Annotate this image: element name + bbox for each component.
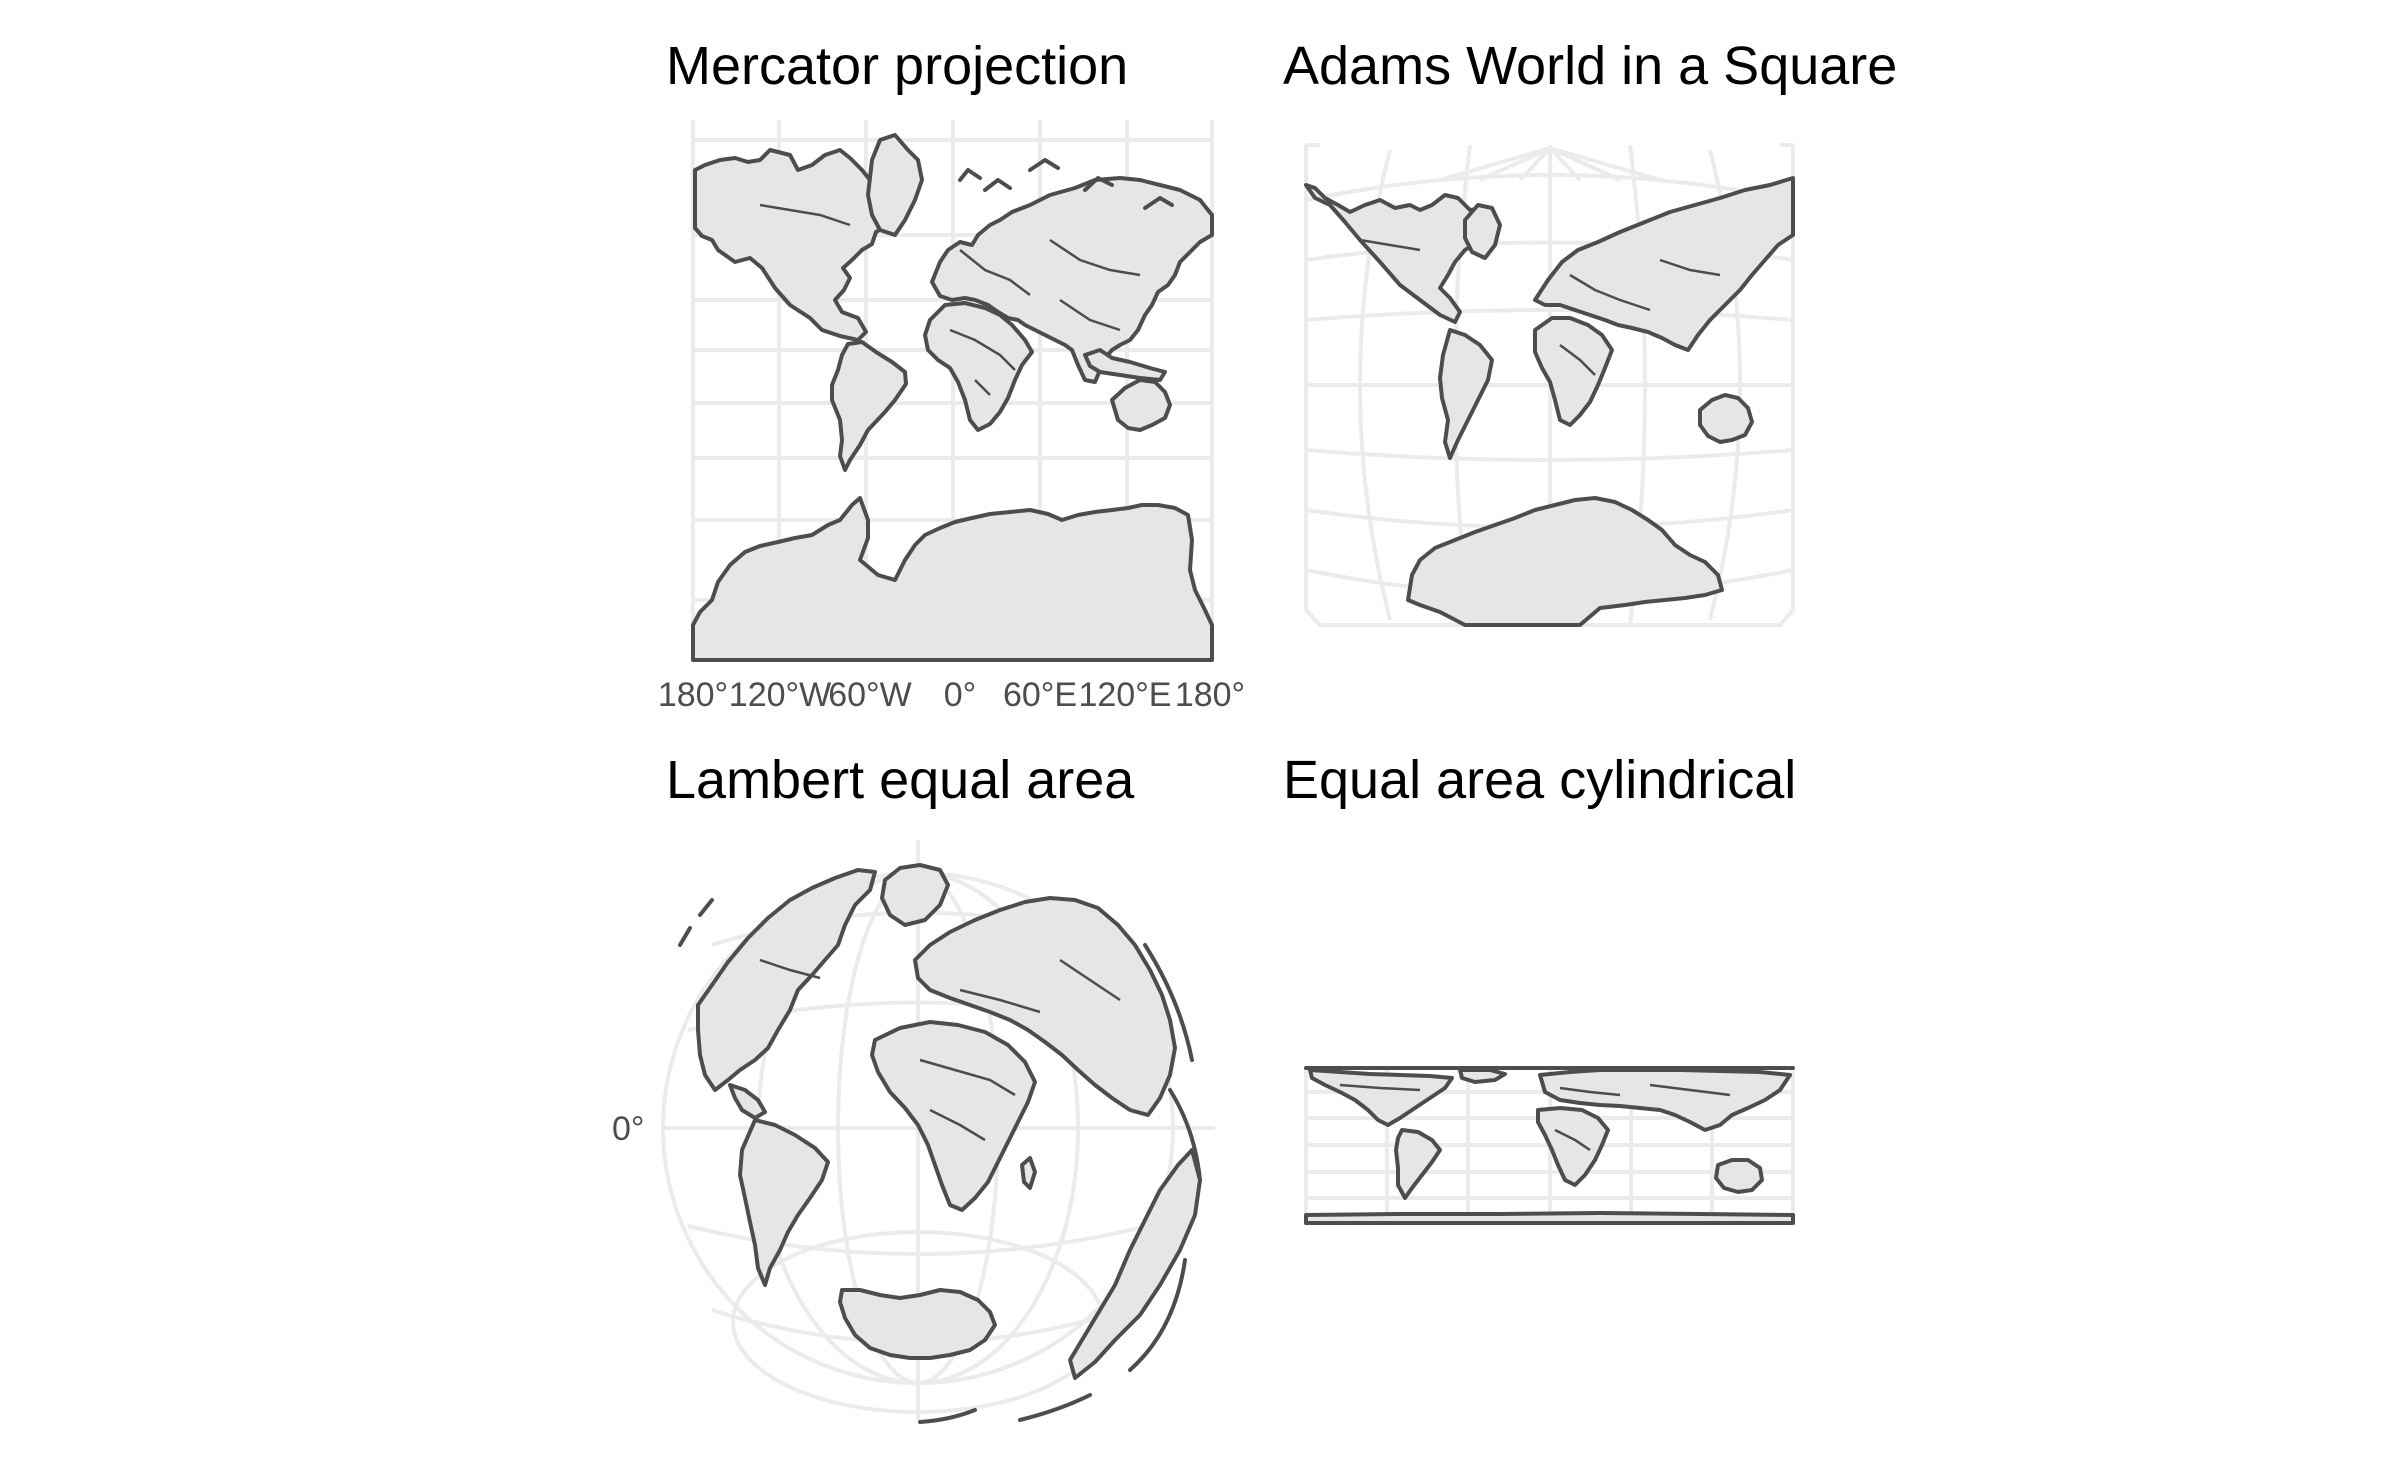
lambert-country-borders	[759, 958, 1121, 1142]
cylindrical-north-america	[1308, 1068, 1454, 1127]
cylindrical-greenland	[1458, 1068, 1507, 1084]
x-tick-120e: 120°E	[1078, 676, 1171, 714]
cylindrical-australia	[1714, 1158, 1764, 1194]
mercator-arctic-islands	[958, 158, 1174, 210]
adams-greenland	[1463, 203, 1502, 260]
lambert-eurasia	[913, 896, 1177, 1117]
adams-australia	[1698, 393, 1754, 444]
mercator-southeast-asia	[1083, 348, 1167, 382]
mercator-panel: Mercator projection	[658, 36, 1245, 714]
cylindrical-africa	[1536, 1106, 1610, 1187]
x-tick-60w: 60°W	[828, 676, 912, 714]
mercator-title: Mercator projection	[666, 36, 1128, 96]
lambert-north-america	[696, 868, 877, 1092]
x-tick-180-east: 180°	[1175, 676, 1245, 714]
mercator-south-america	[830, 340, 908, 472]
x-tick-180: 180°	[658, 676, 728, 714]
mercator-africa	[923, 301, 1034, 432]
mercator-landmasses	[691, 133, 1214, 662]
adams-panel: Adams World in a Square	[1283, 36, 1897, 627]
lambert-title: Lambert equal area	[666, 750, 1135, 810]
cylindrical-antarctica	[1304, 1211, 1795, 1225]
lambert-landmasses	[678, 863, 1202, 1424]
cylindrical-title: Equal area cylindrical	[1283, 750, 1796, 810]
adams-country-borders	[1359, 238, 1721, 376]
lambert-central-america	[728, 1083, 767, 1120]
mercator-greenland	[866, 133, 924, 237]
mercator-north-america	[693, 148, 907, 342]
lambert-antarctica	[838, 1288, 997, 1360]
lambert-greenland	[880, 863, 950, 927]
y-tick-0: 0°	[612, 1110, 645, 1148]
x-tick-120w: 120°W	[729, 676, 831, 714]
x-tick-0: 0°	[944, 676, 977, 714]
mercator-x-axis: 180° 120°W 60°W 0° 60°E 120°E 180°	[658, 676, 1245, 714]
adams-antarctica	[1406, 496, 1724, 627]
adams-africa	[1533, 316, 1614, 427]
cylindrical-landmasses	[1304, 1066, 1795, 1225]
lambert-panel: Lambert equal area 0°	[612, 750, 1215, 1424]
mercator-country-borders	[759, 203, 1141, 396]
lambert-outer-coastlines	[678, 898, 1202, 1424]
cylindrical-south-america	[1394, 1128, 1442, 1200]
x-tick-60e: 60°E	[1003, 676, 1077, 714]
lambert-south-america	[738, 1118, 830, 1287]
adams-title: Adams World in a Square	[1283, 36, 1897, 96]
cylindrical-country-borders	[1339, 1083, 1731, 1152]
lambert-madagascar	[1020, 1156, 1037, 1190]
mercator-antarctica	[691, 496, 1214, 662]
adams-landmasses	[1304, 176, 1795, 627]
cylindrical-panel: Equal area cylindrical	[1283, 750, 1796, 1225]
adams-north-america	[1304, 183, 1497, 324]
mercator-australia	[1110, 378, 1172, 432]
adams-eurasia	[1533, 176, 1795, 352]
lambert-australia-edge	[1068, 1148, 1202, 1380]
adams-south-america	[1438, 328, 1494, 460]
mercator-eurasia	[930, 176, 1214, 384]
lambert-africa	[870, 1020, 1037, 1212]
